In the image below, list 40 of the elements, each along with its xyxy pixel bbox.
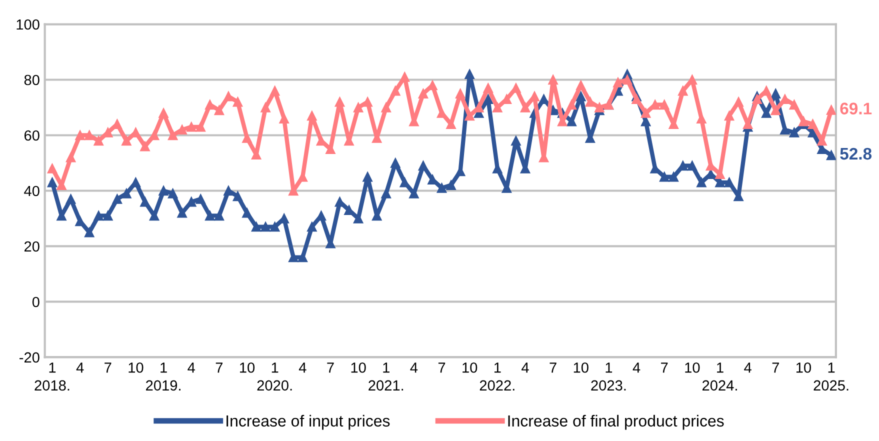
- x-tick-label: 7: [327, 362, 334, 373]
- x-tick-label: 10: [462, 362, 478, 373]
- x-tick-label: 1 2018.: [34, 362, 70, 391]
- x-tick-label: 4: [76, 362, 84, 373]
- x-tick-label: 10: [574, 362, 588, 373]
- x-tick-label: 7: [661, 362, 668, 373]
- y-tick-label: 60: [24, 130, 40, 141]
- x-tick-label: 10: [685, 362, 700, 373]
- x-tick-label: 1 2025.: [814, 362, 848, 391]
- x-tick-label: 1 2022.: [480, 362, 514, 391]
- legend-label: Increase of input prices: [226, 414, 390, 430]
- x-tick-label: 7: [550, 362, 556, 373]
- x-tick-label: 7: [104, 362, 112, 373]
- x-tick-label: 7: [772, 362, 779, 373]
- y-tick-label: 80: [24, 74, 40, 86]
- y-tick-label: -20: [20, 352, 40, 363]
- x-tick-label: 7: [438, 362, 446, 373]
- x-tick-label: 4: [410, 362, 418, 373]
- x-tick-label: 10: [796, 362, 812, 373]
- data-label: 69.1: [840, 102, 872, 114]
- x-tick-label: 10: [240, 362, 255, 373]
- x-tick-label: 1 2023.: [591, 362, 626, 391]
- x-tick-label: 4: [744, 362, 752, 373]
- y-tick-label: 100: [16, 19, 40, 30]
- y-tick-label: 40: [24, 186, 40, 196]
- x-tick-label: 1 2019.: [146, 362, 180, 391]
- x-tick-label: 7: [216, 362, 223, 373]
- y-tick-label: 20: [24, 241, 40, 252]
- x-tick-label: 1 2021.: [368, 362, 404, 391]
- x-tick-label: 4: [632, 362, 640, 373]
- x-tick-label: 4: [188, 362, 195, 373]
- legend-label: Increase of final product prices: [508, 414, 724, 430]
- x-tick-label: 10: [128, 362, 144, 373]
- x-tick-label: 4: [522, 362, 529, 373]
- data-label: 52.8: [840, 148, 872, 160]
- x-tick-label: 4: [298, 362, 306, 373]
- y-tick-label: 0: [32, 296, 40, 308]
- x-tick-label: 10: [351, 362, 366, 373]
- x-tick-label: 1 2024.: [702, 362, 737, 391]
- x-tick-label: 1 2020.: [257, 362, 292, 391]
